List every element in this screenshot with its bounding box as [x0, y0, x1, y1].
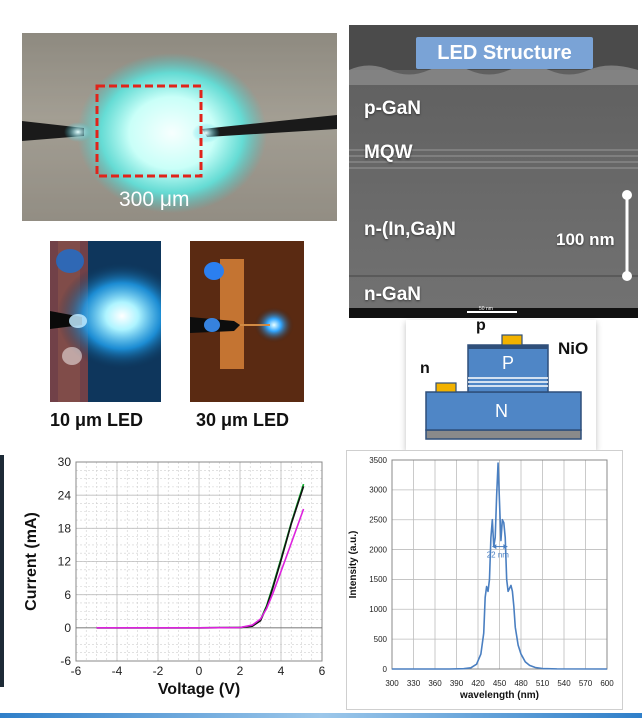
left-edge-strip — [0, 455, 4, 687]
tem-title: LED Structure — [416, 37, 593, 69]
y-tick-label: 1500 — [369, 575, 387, 584]
y-tick-label: 2500 — [369, 516, 387, 525]
oxide-label: NiO — [558, 339, 589, 358]
spectrum-chart: 300 330 360 390 420 450 480 510 540 570 600 0 500 100… — [348, 456, 614, 701]
x-tick-label: -6 — [71, 664, 82, 678]
x-tick-label: 570 — [579, 679, 593, 688]
x-tick-label: 4 — [278, 664, 285, 678]
x-tick-label: -4 — [112, 664, 123, 678]
x-tick-label: 0 — [196, 664, 203, 678]
led-photo-large: 300 μm — [22, 33, 337, 221]
x-tick-label: 480 — [514, 679, 528, 688]
x-tick-label: 450 — [493, 679, 507, 688]
n-region-label: N — [495, 401, 508, 421]
caption-30um-led: 30 μm LED — [196, 410, 290, 430]
layer-label-mqw: MQW — [364, 142, 413, 163]
plot-frame — [75, 461, 323, 662]
x-axis-label: wavelength (nm) — [459, 690, 539, 701]
layer-label-n-ingan: n-(In,Ga)N — [364, 219, 456, 240]
series-line-1 — [96, 483, 305, 629]
y-axis-label: Intensity (a.u.) — [348, 531, 359, 599]
y-tick-label: 30 — [58, 455, 72, 469]
x-tick-label: 420 — [471, 679, 485, 688]
fwhm-arrowheads — [492, 544, 508, 550]
led-photo-30um — [190, 241, 304, 402]
plot-frame — [391, 459, 608, 670]
y-tick-label: 6 — [64, 588, 71, 602]
fwhm-label: 22 nm — [487, 551, 510, 560]
caption-10um-led: 10 μm LED — [50, 410, 144, 430]
small-scale-label: 50 nm — [479, 306, 493, 312]
x-tick-label: 330 — [407, 679, 421, 688]
x-tick-label: 390 — [450, 679, 464, 688]
tem-image: LED Structure p-GaN MQW n-(In,Ga)N n-GaN… — [349, 25, 638, 318]
x-tick-label: 2 — [237, 664, 244, 678]
series-line-2 — [96, 486, 305, 629]
y-tick-label: -6 — [60, 654, 71, 668]
led-photo-10um — [50, 241, 161, 402]
x-axis-label: Voltage (V) — [158, 681, 240, 698]
y-tick-label: 18 — [58, 522, 72, 536]
x-tick-label: 300 — [385, 679, 399, 688]
y-tick-label: 3000 — [369, 486, 387, 495]
led-schematic: p n NiO P N — [406, 320, 596, 450]
scale-label: 300 μm — [119, 188, 190, 211]
x-tick-label: 360 — [428, 679, 442, 688]
bottom-accent-bar — [0, 713, 642, 718]
x-tick-label: -2 — [153, 664, 164, 678]
y-tick-label: 0 — [64, 621, 71, 635]
scale-bar-label: 100 nm — [556, 230, 615, 249]
y-tick-label: 1000 — [369, 605, 387, 614]
y-tick-label: 3500 — [369, 456, 387, 465]
x-tick-label: 510 — [536, 679, 550, 688]
n-contact-label: n — [420, 360, 430, 377]
y-tick-label: 2000 — [369, 545, 387, 554]
layer-label-n-gan: n-GaN — [364, 284, 421, 305]
y-tick-label: 24 — [58, 488, 72, 502]
y-tick-label: 500 — [374, 635, 388, 644]
x-tick-label: 600 — [600, 679, 614, 688]
y-tick-label: 0 — [383, 665, 388, 674]
p-region-label: P — [502, 353, 515, 373]
series-line-3 — [96, 508, 305, 629]
layer-label-p-gan: p-GaN — [364, 98, 421, 119]
series-line-1 — [392, 462, 608, 670]
p-contact-label: p — [476, 320, 486, 334]
x-tick-label: 6 — [319, 664, 326, 678]
x-tick-label: 540 — [557, 679, 571, 688]
y-axis-label: Current (mA) — [23, 512, 40, 611]
y-tick-label: 12 — [58, 555, 72, 569]
